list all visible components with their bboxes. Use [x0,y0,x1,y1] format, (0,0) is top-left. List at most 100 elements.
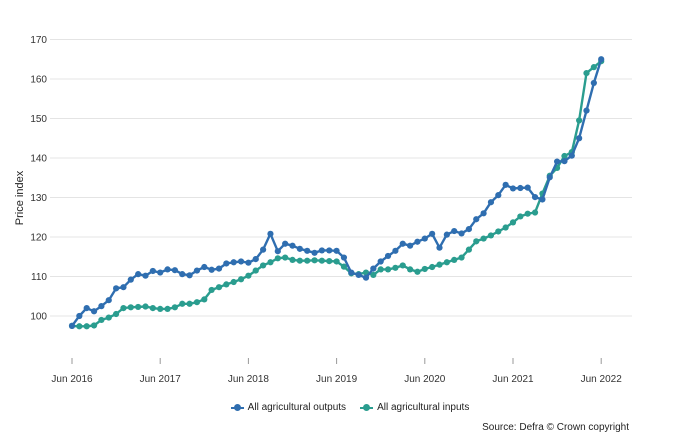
data-point[interactable] [157,305,164,312]
data-point[interactable] [318,257,325,264]
data-point[interactable] [208,286,215,294]
data-point[interactable] [487,199,495,206]
data-point[interactable] [377,258,384,265]
data-point[interactable] [201,296,208,303]
data-point[interactable] [458,230,465,237]
data-point[interactable] [76,323,83,330]
data-point[interactable] [576,117,583,124]
data-point[interactable] [289,256,296,264]
data-point[interactable] [237,276,245,283]
data-point[interactable] [179,300,186,307]
data-point[interactable] [142,303,149,310]
data-point[interactable] [237,258,245,265]
data-point[interactable] [451,256,458,264]
data-point[interactable] [370,271,377,279]
data-point[interactable] [399,240,406,247]
data-point[interactable] [392,247,399,254]
data-point[interactable] [384,266,392,273]
data-point[interactable] [414,268,421,275]
data-point[interactable] [318,247,325,254]
data-point[interactable] [502,224,509,231]
data-point[interactable] [311,249,318,256]
data-point[interactable] [495,192,502,199]
data-point[interactable] [289,242,296,249]
data-point[interactable] [157,269,164,276]
data-point[interactable] [105,314,112,321]
data-point[interactable] [223,260,230,267]
data-point[interactable] [436,261,443,268]
data-point[interactable] [171,304,178,311]
data-point[interactable] [509,219,517,226]
data-point[interactable] [98,316,105,324]
data-point[interactable] [377,266,384,273]
data-point[interactable] [362,274,370,281]
data-point[interactable] [465,226,472,233]
data-point[interactable] [135,303,142,311]
data-point[interactable] [524,184,531,191]
data-point[interactable] [90,322,98,329]
data-point[interactable] [473,216,480,223]
data-point[interactable] [252,267,259,274]
data-point[interactable] [260,262,267,269]
data-point[interactable] [333,247,340,254]
data-point[interactable] [90,308,98,315]
data-point[interactable] [113,285,120,292]
data-point[interactable] [590,64,597,71]
data-point[interactable] [113,310,120,318]
data-point[interactable] [598,56,605,63]
data-point[interactable] [149,267,156,275]
data-point[interactable] [480,210,487,217]
data-point[interactable] [120,305,127,312]
data-point[interactable] [304,247,311,254]
data-point[interactable] [561,158,568,165]
data-point[interactable] [340,263,348,270]
data-point[interactable] [274,255,281,262]
data-point[interactable] [83,305,90,312]
data-point[interactable] [539,196,546,203]
data-point[interactable] [429,263,436,271]
data-point[interactable] [458,254,465,261]
data-point[interactable] [252,256,259,263]
data-point[interactable] [282,254,289,261]
data-point[interactable] [164,305,171,312]
data-point[interactable] [465,246,472,253]
data-point[interactable] [443,231,450,238]
data-point[interactable] [355,271,362,279]
data-point[interactable] [68,322,76,329]
data-point[interactable] [186,272,193,279]
data-point[interactable] [407,266,414,273]
data-point[interactable] [583,107,590,114]
data-point[interactable] [524,210,531,217]
data-point[interactable] [193,299,201,306]
data-point[interactable] [429,230,436,237]
data-point[interactable] [561,152,568,160]
data-point[interactable] [531,209,539,216]
data-point[interactable] [223,281,230,288]
data-point[interactable] [436,244,443,251]
data-point[interactable] [230,259,237,266]
data-point[interactable] [83,323,90,330]
data-point[interactable] [517,213,524,220]
data-point[interactable] [135,271,142,278]
data-point[interactable] [164,266,171,273]
data-point[interactable] [76,312,83,320]
data-point[interactable] [509,185,517,192]
legend-item-inputs[interactable]: All agricultural inputs [360,402,469,413]
data-point[interactable] [274,248,281,255]
data-point[interactable] [531,194,539,201]
data-point[interactable] [171,267,178,274]
data-point[interactable] [583,69,590,77]
data-point[interactable] [296,245,303,252]
data-point[interactable] [127,304,134,311]
data-point[interactable] [215,265,223,272]
data-point[interactable] [333,258,340,265]
data-point[interactable] [245,259,252,266]
data-point[interactable] [421,265,428,273]
data-point[interactable] [186,300,193,307]
data-point[interactable] [487,232,495,239]
data-point[interactable] [245,272,252,279]
data-point[interactable] [127,276,134,283]
data-point[interactable] [149,305,156,312]
data-point[interactable] [179,271,186,278]
data-point[interactable] [326,247,333,254]
